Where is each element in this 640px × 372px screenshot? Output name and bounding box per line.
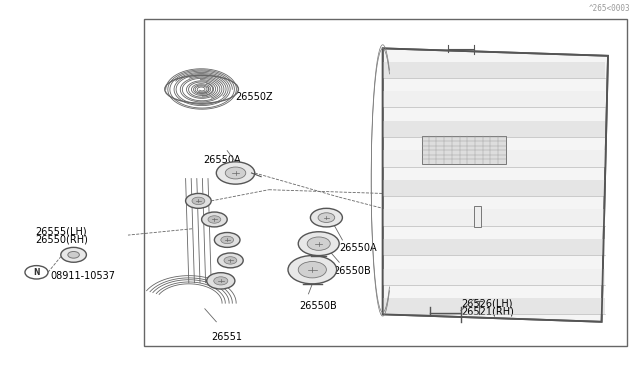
Circle shape [225,167,246,179]
Circle shape [307,237,330,250]
Circle shape [68,251,79,258]
Text: 26550B: 26550B [333,266,371,276]
Polygon shape [383,150,605,167]
Polygon shape [383,180,605,196]
Polygon shape [383,121,605,137]
Text: 26550A: 26550A [339,243,377,253]
Text: 08911-10537: 08911-10537 [51,271,116,281]
Polygon shape [383,48,608,322]
Circle shape [224,257,237,264]
Circle shape [192,197,205,205]
Text: 26521(RH): 26521(RH) [461,307,514,317]
Text: 26550Z: 26550Z [236,92,273,102]
Text: 26550A: 26550A [204,155,241,166]
Circle shape [214,232,240,247]
Polygon shape [383,239,605,255]
Text: 26550(RH): 26550(RH) [35,234,88,244]
Bar [474,206,481,227]
Polygon shape [383,269,605,285]
Text: ^265<0003: ^265<0003 [589,4,630,13]
Circle shape [288,256,337,284]
Bar [144,19,627,346]
Circle shape [216,162,255,184]
Circle shape [25,266,48,279]
Circle shape [310,208,342,227]
Polygon shape [383,298,605,314]
Circle shape [208,216,221,223]
Text: 26551: 26551 [211,332,242,342]
Circle shape [207,273,235,289]
Circle shape [214,277,228,285]
Circle shape [202,212,227,227]
Circle shape [186,193,211,208]
Circle shape [298,262,326,278]
Text: N: N [33,268,40,277]
Circle shape [221,236,234,244]
Circle shape [298,232,339,256]
Polygon shape [383,62,605,78]
Text: 26555(LH): 26555(LH) [35,226,87,236]
Text: 26526(LH): 26526(LH) [461,298,512,308]
Circle shape [318,213,335,222]
Circle shape [218,253,243,268]
Text: 26550B: 26550B [300,301,337,311]
Bar [422,136,506,164]
Polygon shape [383,209,605,226]
Circle shape [61,247,86,262]
Polygon shape [383,91,605,108]
